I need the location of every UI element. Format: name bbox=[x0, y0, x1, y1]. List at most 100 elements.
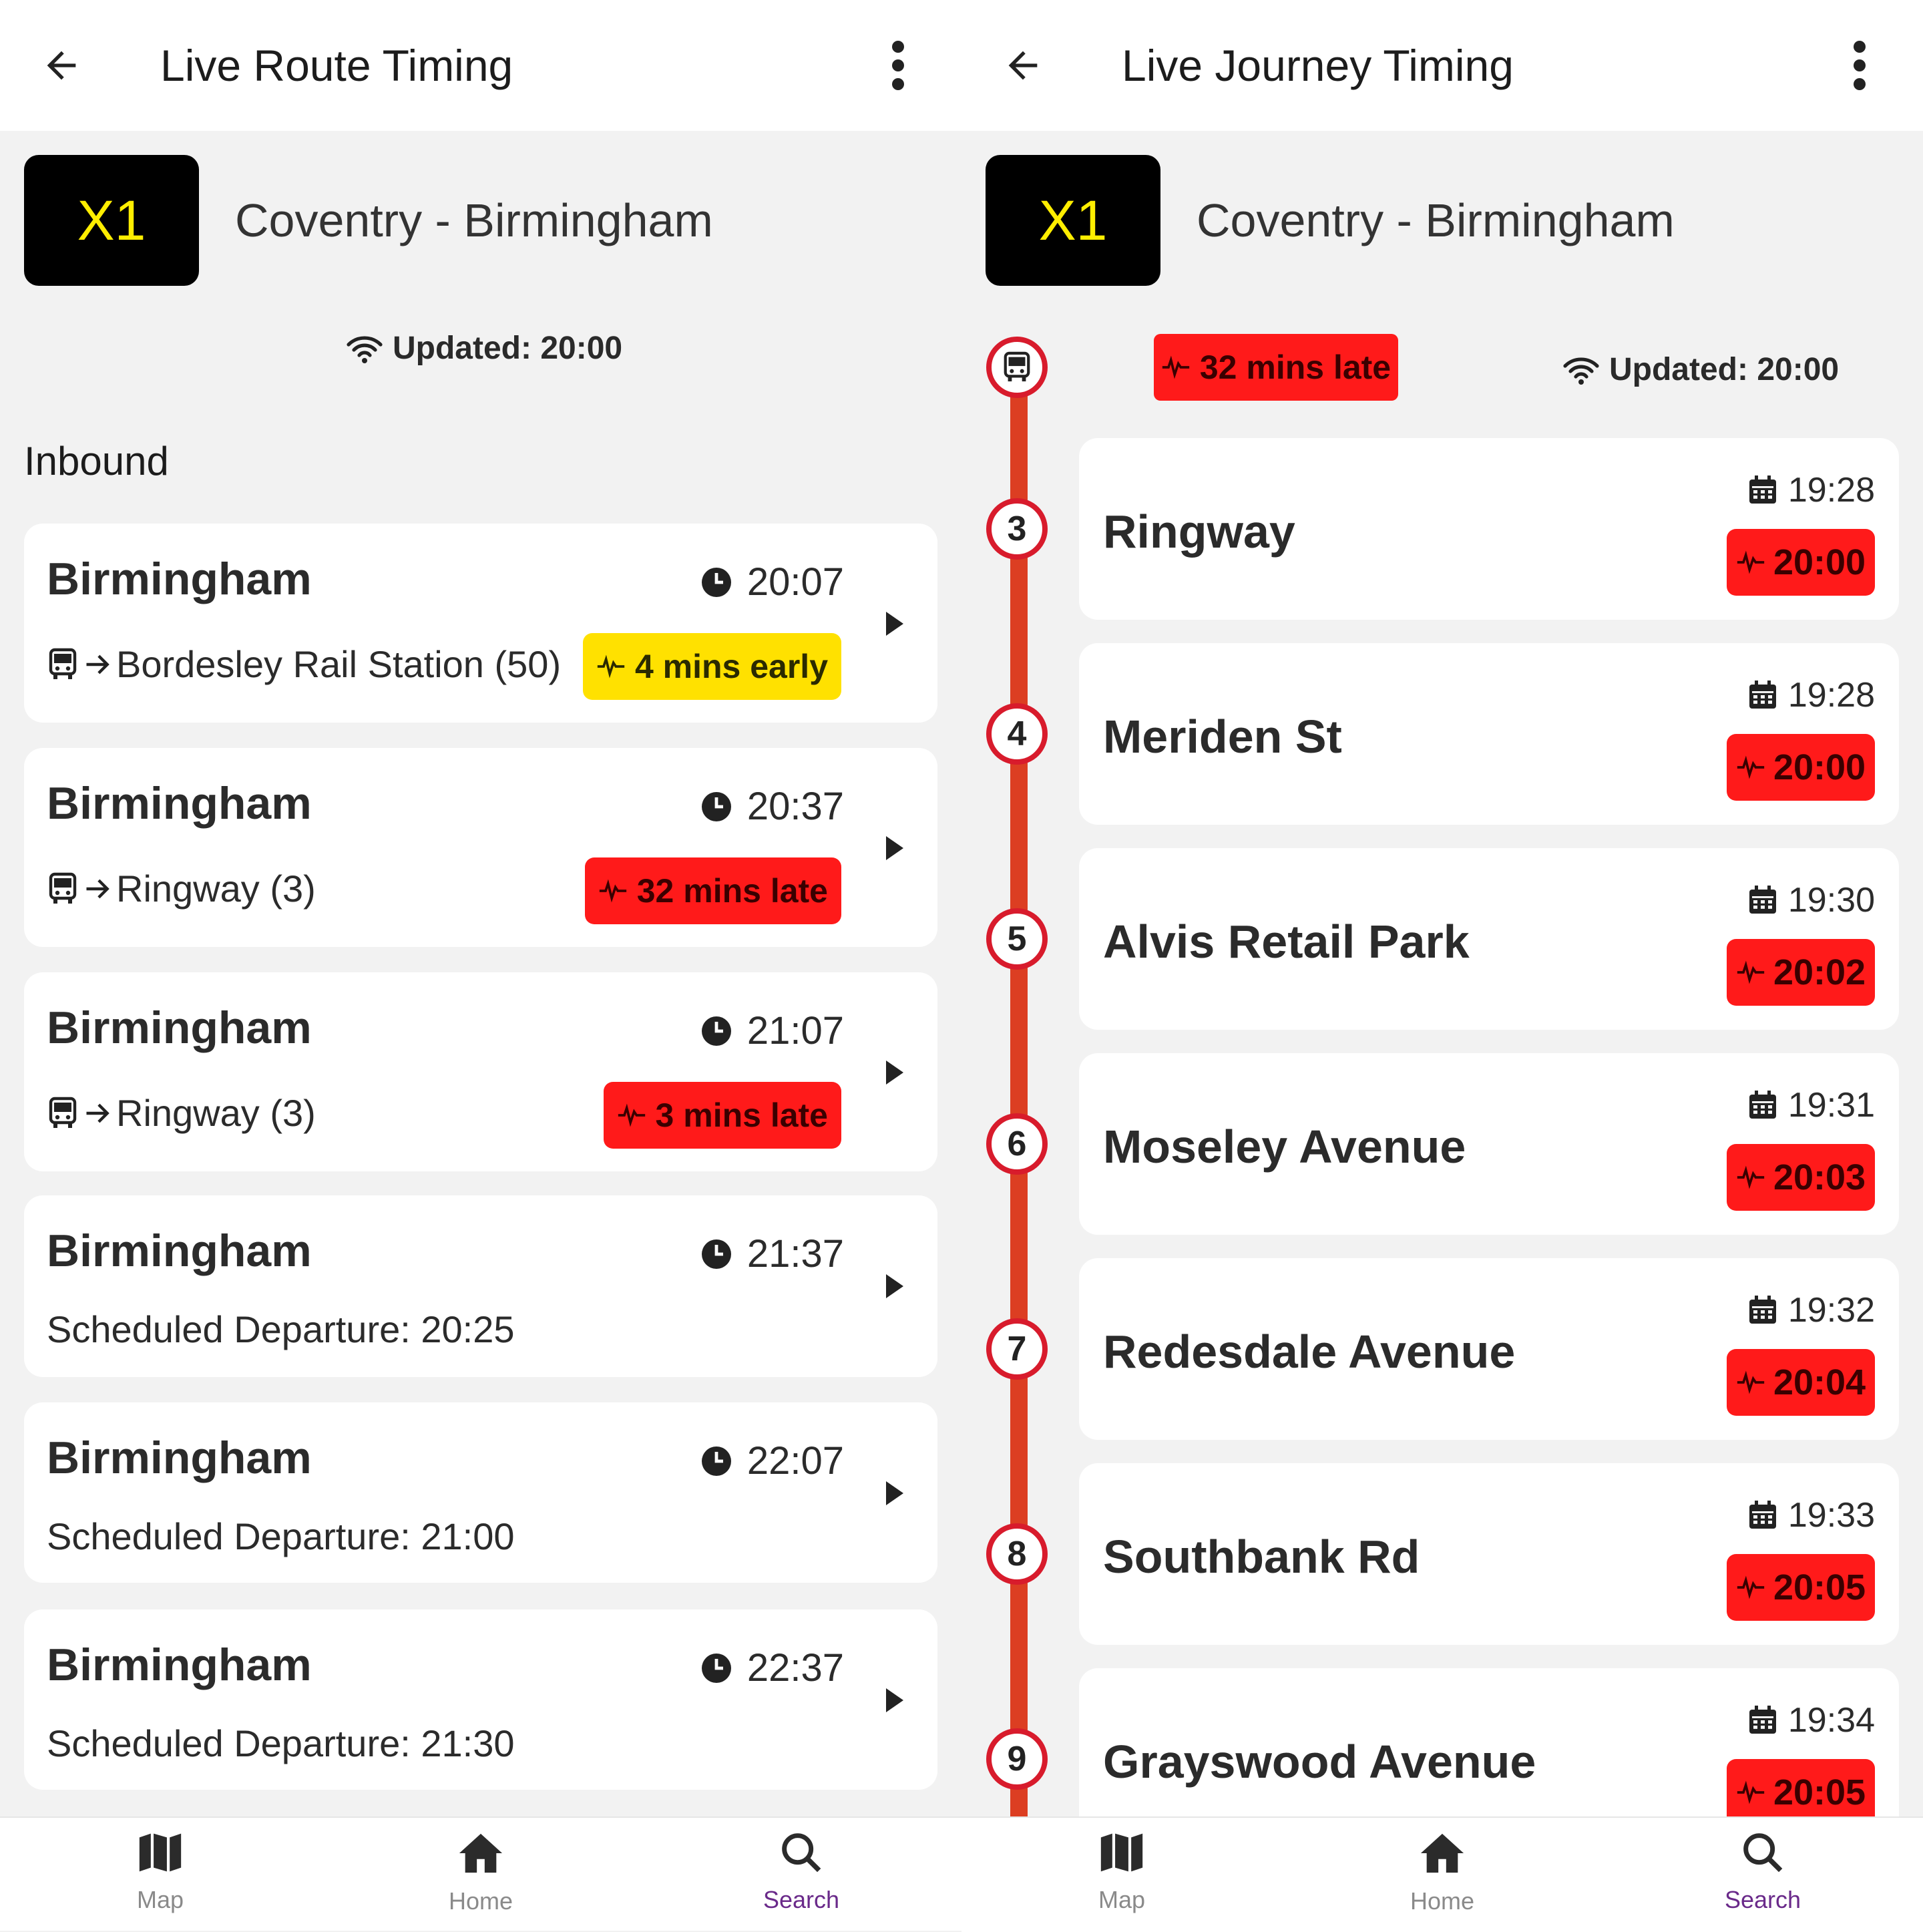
direction-label: Inbound bbox=[24, 439, 169, 484]
pulse-icon bbox=[1737, 1370, 1765, 1394]
departure-time: 20:07 bbox=[700, 560, 844, 604]
journey-status-text: 32 mins late bbox=[1199, 349, 1392, 386]
pulse-icon bbox=[618, 1103, 645, 1127]
stop-name: Grayswood Avenue bbox=[1103, 1736, 1536, 1788]
search-icon bbox=[1743, 1833, 1783, 1873]
departure-card[interactable]: Birmingham 22:37 Scheduled Departure: 21… bbox=[24, 1609, 937, 1790]
departure-card[interactable]: Birmingham 20:37 Ringway (3) 32 mins lat… bbox=[24, 748, 937, 947]
departure-card[interactable]: Birmingham 21:37 Scheduled Departure: 20… bbox=[24, 1195, 937, 1377]
departure-card[interactable]: Birmingham 21:07 Ringway (3) 3 mins late bbox=[24, 972, 937, 1171]
current-stop-line: Ringway (3) bbox=[47, 1091, 316, 1135]
status-text: 3 mins late bbox=[655, 1097, 828, 1134]
current-stop: Ringway (3) bbox=[116, 1092, 316, 1134]
page-title: Live Journey Timing bbox=[1122, 41, 1514, 90]
nav-label: Map bbox=[136, 1886, 184, 1913]
nav-map[interactable]: Map bbox=[1055, 1831, 1189, 1914]
clock-icon bbox=[701, 1653, 731, 1683]
departure-time-text: 20:37 bbox=[746, 785, 844, 828]
chevron-right-icon[interactable] bbox=[881, 604, 908, 644]
calendar-icon bbox=[1749, 681, 1776, 709]
nav-home[interactable]: Home bbox=[1375, 1831, 1509, 1915]
destination: Birmingham bbox=[47, 554, 312, 604]
scheduled-time: 19:33 bbox=[1748, 1495, 1875, 1535]
clock-icon bbox=[701, 1016, 731, 1046]
bottom-navigation: Map Home Search bbox=[0, 1816, 962, 1931]
departure-card[interactable]: Birmingham 22:07 Scheduled Departure: 21… bbox=[24, 1402, 937, 1583]
scheduled-time-text: 19:32 bbox=[1787, 1291, 1875, 1330]
pulse-icon bbox=[1737, 960, 1765, 984]
arrow-right-icon bbox=[86, 1103, 110, 1123]
arrow-right-icon bbox=[86, 654, 110, 674]
map-icon bbox=[1100, 1833, 1143, 1872]
route-number-badge: X1 bbox=[986, 155, 1160, 286]
scheduled-time: 19:31 bbox=[1748, 1085, 1875, 1125]
stop-card[interactable]: Alvis Retail Park 19:30 20:02 bbox=[1079, 848, 1899, 1030]
departure-time: 21:37 bbox=[700, 1231, 844, 1276]
pulse-icon bbox=[1737, 550, 1765, 574]
nav-label: Search bbox=[763, 1886, 840, 1913]
bus-position-marker bbox=[986, 337, 1048, 398]
stop-card[interactable]: Moseley Avenue 19:31 20:03 bbox=[1079, 1053, 1899, 1235]
stop-card[interactable]: Ringway 19:28 20:00 bbox=[1079, 438, 1899, 620]
scheduled-departure: Scheduled Departure: 21:00 bbox=[47, 1515, 515, 1557]
back-button[interactable] bbox=[35, 39, 88, 92]
chevron-right-icon[interactable] bbox=[881, 828, 908, 868]
scheduled-time: 19:28 bbox=[1748, 675, 1875, 715]
nav-home[interactable]: Home bbox=[414, 1831, 548, 1915]
nav-map[interactable]: Map bbox=[93, 1831, 227, 1914]
stop-sequence-marker: 4 bbox=[986, 703, 1048, 765]
pulse-icon bbox=[1737, 1575, 1765, 1599]
nav-search[interactable]: Search bbox=[734, 1831, 868, 1914]
route-name: Coventry - Birmingham bbox=[1197, 194, 1675, 246]
wifi-icon bbox=[347, 336, 383, 363]
live-time-text: 20:05 bbox=[1773, 1567, 1866, 1607]
stop-name: Southbank Rd bbox=[1103, 1531, 1420, 1583]
stop-card[interactable]: Meriden St 19:28 20:00 bbox=[1079, 643, 1899, 825]
stop-name: Alvis Retail Park bbox=[1103, 916, 1470, 968]
stop-card[interactable]: Redesdale Avenue 19:32 20:04 bbox=[1079, 1258, 1899, 1440]
home-icon bbox=[459, 1833, 503, 1873]
stop-card[interactable]: Grayswood Avenue 19:34 20:05 bbox=[1079, 1668, 1899, 1826]
departure-time-text: 22:07 bbox=[746, 1439, 844, 1483]
chevron-right-icon[interactable] bbox=[881, 1473, 908, 1513]
departure-card[interactable]: Birmingham 20:07 Bordesley Rail Station … bbox=[24, 524, 937, 723]
overflow-menu-button[interactable] bbox=[871, 39, 925, 92]
current-stop-line: Ringway (3) bbox=[47, 867, 316, 910]
destination: Birmingham bbox=[47, 1002, 312, 1053]
stop-name: Ringway bbox=[1103, 506, 1295, 558]
journey-status-badge: 32 mins late bbox=[1154, 334, 1398, 401]
pulse-icon bbox=[1737, 1780, 1765, 1804]
arrow-right-icon bbox=[86, 879, 110, 898]
overflow-menu-button[interactable] bbox=[1833, 39, 1886, 92]
chevron-right-icon[interactable] bbox=[881, 1052, 908, 1093]
page-title: Live Route Timing bbox=[160, 41, 513, 90]
scheduled-time: 19:28 bbox=[1748, 470, 1875, 510]
status-badge: 3 mins late bbox=[603, 1082, 841, 1149]
live-time-badge: 20:03 bbox=[1727, 1144, 1875, 1211]
app-bar: Live Route Timing bbox=[0, 0, 962, 131]
map-icon bbox=[139, 1833, 182, 1872]
stop-name: Redesdale Avenue bbox=[1103, 1326, 1516, 1378]
calendar-icon bbox=[1749, 1091, 1776, 1119]
back-arrow-icon bbox=[1008, 51, 1038, 80]
chevron-right-icon[interactable] bbox=[881, 1680, 908, 1720]
departure-time: 22:37 bbox=[700, 1646, 844, 1690]
stop-sequence-marker: 9 bbox=[986, 1728, 1048, 1790]
nav-search[interactable]: Search bbox=[1696, 1831, 1830, 1914]
route-number-badge: X1 bbox=[24, 155, 199, 286]
live-time-badge: 20:05 bbox=[1727, 1759, 1875, 1826]
bus-icon bbox=[49, 872, 77, 904]
departure-time-text: 22:37 bbox=[746, 1646, 844, 1690]
calendar-icon bbox=[1749, 1501, 1776, 1529]
live-time-badge: 20:00 bbox=[1727, 529, 1875, 596]
back-button[interactable] bbox=[996, 39, 1050, 92]
stop-card[interactable]: Southbank Rd 19:33 20:05 bbox=[1079, 1463, 1899, 1645]
updated-text: Updated: 20:00 bbox=[1609, 352, 1840, 387]
pulse-icon bbox=[1737, 755, 1765, 779]
destination: Birmingham bbox=[47, 1225, 312, 1276]
departure-time-text: 21:07 bbox=[746, 1009, 844, 1052]
scheduled-time-text: 19:28 bbox=[1787, 471, 1875, 510]
chevron-right-icon[interactable] bbox=[881, 1266, 908, 1306]
more-vert-icon bbox=[892, 41, 904, 90]
app-bar: Live Journey Timing bbox=[962, 0, 1923, 131]
